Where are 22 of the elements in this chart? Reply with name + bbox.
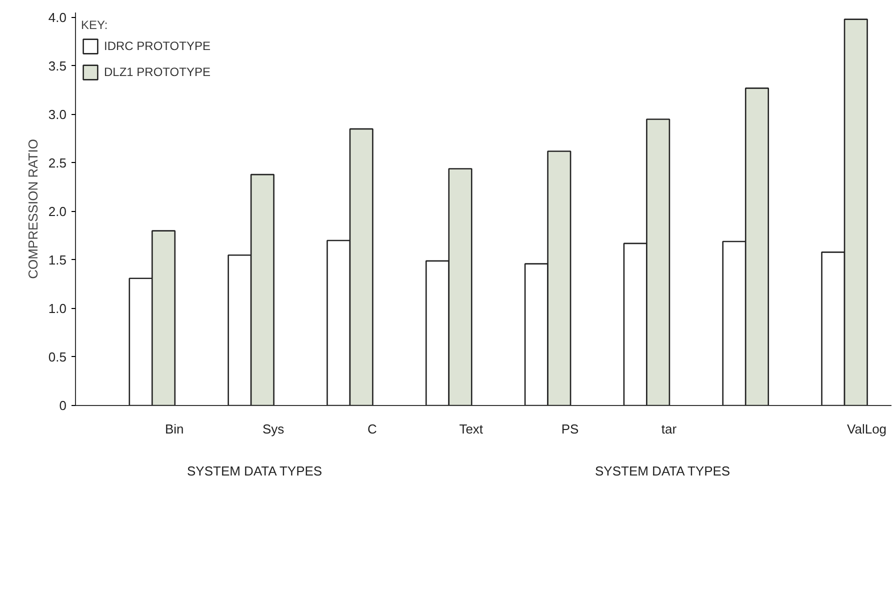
x-tick-label: Text <box>459 422 484 436</box>
y-tick-label: 3.0 <box>48 106 67 122</box>
y-tick-label: 2.5 <box>48 155 67 170</box>
x-tick-label: C <box>368 422 377 436</box>
text: SYSTEM DATA TYPES <box>595 464 730 478</box>
y-tick-label: 0 <box>59 398 67 413</box>
y-tick-label: 1.5 <box>48 252 67 268</box>
x-tick-label: ValLog <box>847 422 887 436</box>
x-tick-label: tar <box>661 422 678 436</box>
y-tick-label: 0.5 <box>48 349 67 364</box>
y-tick-label: 3.5 <box>48 58 67 74</box>
legend-label: DLZ1 PROTOTYPE <box>104 65 210 79</box>
x-tick-label: Sys <box>262 422 285 436</box>
x-tick-label: Bin <box>165 422 184 436</box>
legend-title: KEY: <box>81 18 109 32</box>
y-axis-title: COMPRESSION RATIO <box>25 139 40 279</box>
legend-label: IDRC PROTOTYPE <box>104 39 210 53</box>
x-tick-label: PS <box>561 422 580 436</box>
text: SYSTEM DATA TYPES <box>187 464 322 478</box>
y-tick-label: 2.0 <box>48 204 67 219</box>
y-tick-label: 1.0 <box>48 300 67 316</box>
y-tick-label: 4.0 <box>48 10 67 25</box>
